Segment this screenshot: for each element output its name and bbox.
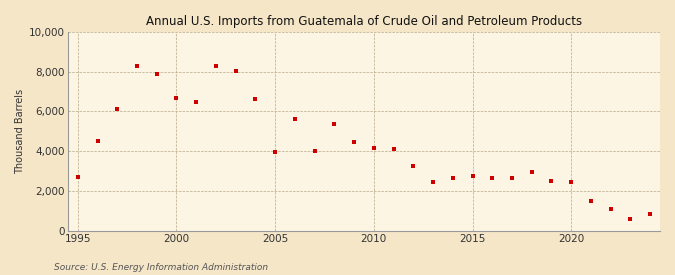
Text: Source: U.S. Energy Information Administration: Source: U.S. Energy Information Administ… bbox=[54, 263, 268, 272]
Point bbox=[151, 72, 162, 76]
Point bbox=[448, 176, 458, 180]
Point bbox=[369, 146, 379, 150]
Point bbox=[506, 176, 517, 180]
Point bbox=[171, 95, 182, 100]
Point bbox=[467, 174, 478, 178]
Point bbox=[408, 164, 418, 168]
Point bbox=[487, 176, 497, 180]
Point bbox=[546, 179, 557, 183]
Point bbox=[329, 122, 340, 127]
Point bbox=[645, 212, 655, 216]
Point bbox=[72, 175, 83, 179]
Point bbox=[132, 64, 142, 68]
Point bbox=[309, 149, 320, 153]
Point bbox=[250, 96, 261, 101]
Point bbox=[428, 180, 439, 184]
Point bbox=[605, 207, 616, 211]
Point bbox=[625, 217, 636, 221]
Y-axis label: Thousand Barrels: Thousand Barrels bbox=[15, 89, 25, 174]
Point bbox=[191, 99, 202, 104]
Point bbox=[290, 117, 300, 122]
Point bbox=[388, 147, 399, 152]
Point bbox=[230, 68, 241, 73]
Point bbox=[585, 199, 596, 203]
Point bbox=[270, 150, 281, 154]
Point bbox=[92, 139, 103, 144]
Title: Annual U.S. Imports from Guatemala of Crude Oil and Petroleum Products: Annual U.S. Imports from Guatemala of Cr… bbox=[146, 15, 582, 28]
Point bbox=[526, 170, 537, 174]
Point bbox=[566, 180, 576, 184]
Point bbox=[112, 107, 123, 112]
Point bbox=[211, 64, 221, 68]
Point bbox=[349, 140, 360, 144]
